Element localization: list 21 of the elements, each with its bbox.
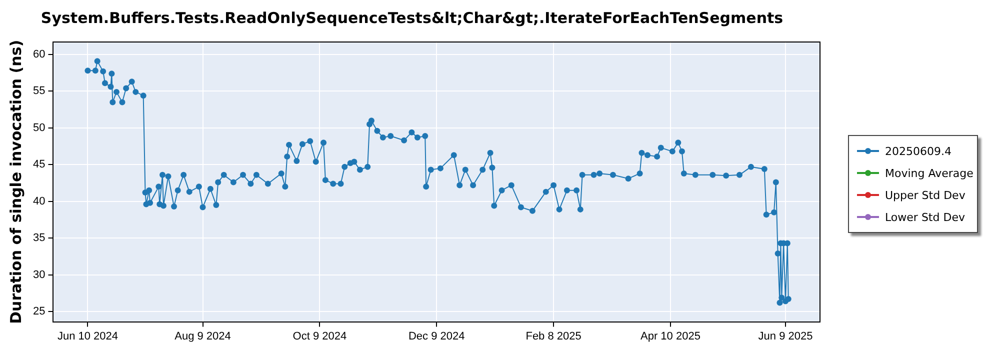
legend-label: Moving Average <box>885 166 974 180</box>
x-tick-label: Oct 9 2024 <box>292 330 347 342</box>
x-tick-label: Dec 9 2024 <box>408 330 465 342</box>
y-tick-label: 25 <box>32 306 46 318</box>
y-tick-label: 45 <box>32 158 46 171</box>
legend-label: 20250609.4 <box>885 144 952 158</box>
y-tick-label: 40 <box>32 195 46 208</box>
x-tick-label: Jun 9 2025 <box>758 330 813 342</box>
x-tick-label: Feb 8 2025 <box>526 330 582 342</box>
legend-label: Lower Std Dev <box>885 210 965 224</box>
chart-title: System.Buffers.Tests.ReadOnlySequenceTests&lt;Char&gt;.IterateForEachTenSegments <box>40 8 784 27</box>
y-tick-label: 30 <box>32 268 46 281</box>
y-tick-label: 50 <box>32 122 46 134</box>
legend-label: Upper Std Dev <box>885 188 966 202</box>
x-tick-label: Aug 9 2024 <box>174 330 231 342</box>
x-tick-label: Apr 10 2025 <box>640 330 700 342</box>
y-tick-label: 35 <box>32 232 46 244</box>
y-tick-label: 55 <box>32 85 46 98</box>
x-tick-label: Jun 10 2024 <box>57 330 118 342</box>
y-axis-title: Duration of single invocation (ns) <box>6 40 25 324</box>
y-tick-label: 60 <box>32 48 46 61</box>
